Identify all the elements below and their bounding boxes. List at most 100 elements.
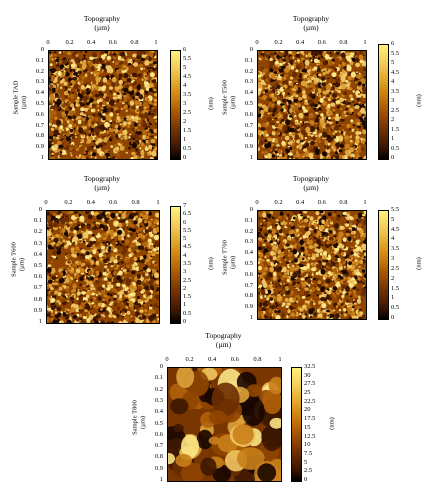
colorbar-tick-label: 5.5	[391, 206, 400, 213]
colorbar-tick-label: 0	[391, 314, 395, 321]
x-tick-label: 0.8	[130, 39, 139, 46]
colorbar-unit-label: (nm)	[207, 97, 215, 110]
colorbar-tick-label: 25	[304, 389, 311, 397]
colorbar-tick-label: 5.5	[183, 55, 192, 62]
colorbar-tick-label: 4	[183, 251, 187, 259]
x-tick-label: 0.6	[317, 39, 326, 46]
colorbar-tick-label: 0	[183, 318, 187, 325]
y-tick-label: 0	[249, 206, 253, 213]
colorbar	[378, 44, 389, 160]
colorbar-tick-label: 0.5	[391, 144, 400, 152]
y-tick-label: 0.1	[35, 56, 44, 64]
x-tick-label: 1	[154, 39, 158, 46]
x-tick-label: 0.6	[108, 39, 117, 46]
y-tick-label: 0.5	[244, 100, 253, 107]
y-tick-label: 0.6	[244, 110, 253, 118]
y-tick-label: 0	[40, 46, 44, 53]
colorbar-tick-label: 2	[183, 118, 187, 125]
colorbar-unit-label: (nm)	[328, 416, 336, 430]
colorbar-unit-label: (nm)	[415, 94, 423, 107]
colorbar-tick-label: 0	[183, 154, 187, 161]
y-tick-label: 0.7	[33, 284, 42, 292]
colorbar-tick-label: 4.5	[391, 225, 400, 233]
y-tick-label: 0.4	[154, 408, 163, 416]
colorbar-tick-label: 2	[391, 116, 395, 123]
x-tick-label: 1	[156, 199, 160, 206]
x-tick-label: 0.2	[64, 199, 73, 206]
y-tick-label: 0.8	[33, 295, 42, 303]
y-tick-label: 1	[249, 314, 253, 321]
colorbar-tick-label: 3	[183, 268, 187, 276]
panel-title: Topography	[205, 331, 242, 340]
panel-title: Topography	[83, 14, 121, 23]
x-tick-label: 0	[165, 356, 169, 363]
colorbar-tick-label: 32.5	[304, 363, 316, 370]
x-tick-label: 0.6	[230, 356, 239, 363]
y-tick-label: 0.2	[35, 67, 44, 75]
colorbar-tick-label: 5	[391, 215, 395, 223]
x-tick-label: 0.6	[317, 199, 326, 206]
colorbar-tick-label: 4.5	[391, 68, 400, 76]
y-tick-label: 0.9	[154, 464, 163, 472]
colorbar	[170, 50, 181, 160]
x-tick-label: 1	[363, 199, 367, 206]
y-tick-label: 0.7	[35, 121, 44, 129]
topography-map	[257, 50, 367, 160]
y-tick-label: 0.8	[154, 453, 163, 461]
sample-label: Sample T600	[10, 242, 18, 277]
axis-unit-label: (µm)	[94, 23, 110, 32]
colorbar-unit-label: (nm)	[415, 257, 423, 270]
x-tick-label: 0.4	[296, 199, 305, 206]
topography-map	[48, 50, 158, 160]
y-tick-label: 0.1	[244, 216, 253, 224]
colorbar-tick-label: 7.5	[304, 449, 313, 457]
y-tick-label: 0.9	[244, 143, 253, 151]
x-tick-label: 1	[278, 356, 282, 363]
x-tick-label: 0.2	[65, 39, 74, 46]
x-tick-label: 0.2	[274, 199, 283, 206]
y-tick-label: 0.2	[244, 67, 253, 75]
colorbar-tick-label: 1	[391, 135, 395, 142]
axis-unit-label: (µm)	[303, 183, 319, 192]
colorbar-tick-label: 0.5	[391, 304, 400, 312]
colorbar-tick-label: 0.5	[183, 145, 192, 152]
y-tick-label: 0.4	[35, 89, 44, 97]
colorbar-tick-label: 5	[183, 235, 187, 243]
topography-map	[46, 210, 160, 324]
x-tick-label: 0.4	[87, 39, 96, 46]
colorbar-tick-label: 17.5	[304, 415, 316, 423]
colorbar-tick-label: 0	[391, 154, 395, 161]
topography-map	[167, 367, 282, 482]
y-tick-label: 0.1	[244, 56, 253, 64]
colorbar-tick-label: 20	[304, 406, 311, 414]
colorbar-tick-label: 1.5	[183, 293, 192, 301]
colorbar-tick-label: 2.5	[391, 264, 400, 272]
y-tick-label: 0.6	[244, 270, 253, 278]
sample-unit-label: (µm)	[139, 415, 147, 429]
y-tick-label: 0.4	[244, 249, 253, 257]
colorbar-tick-label: 27.5	[304, 380, 316, 388]
y-tick-label: 0	[159, 363, 163, 370]
colorbar-tick-label: 1.5	[391, 284, 400, 292]
y-tick-label: 1	[38, 318, 42, 325]
colorbar	[378, 210, 389, 320]
y-tick-label: 0	[38, 206, 42, 213]
y-tick-label: 0.3	[33, 239, 42, 247]
x-tick-label: 0	[44, 199, 48, 206]
y-tick-label: 0.8	[244, 292, 253, 300]
y-tick-label: 0	[249, 46, 253, 53]
colorbar-tick-label: 6	[183, 218, 187, 226]
colorbar-tick-label: 6	[183, 46, 187, 53]
x-tick-label: 0.4	[296, 39, 305, 46]
colorbar-unit-label: (nm)	[207, 257, 215, 270]
y-tick-label: 0.7	[154, 442, 163, 450]
axis-unit-label: (µm)	[215, 340, 232, 349]
axis-unit-label: (µm)	[303, 23, 319, 32]
y-tick-label: 0.7	[244, 281, 253, 289]
colorbar-tick-label: 1	[391, 294, 395, 302]
y-tick-label: 0.1	[154, 374, 163, 382]
x-tick-label: 0.8	[339, 39, 348, 46]
y-tick-label: 0.3	[35, 78, 44, 86]
sample-label: Sample T700	[221, 240, 229, 275]
colorbar-tick-label: 2.5	[391, 106, 400, 114]
